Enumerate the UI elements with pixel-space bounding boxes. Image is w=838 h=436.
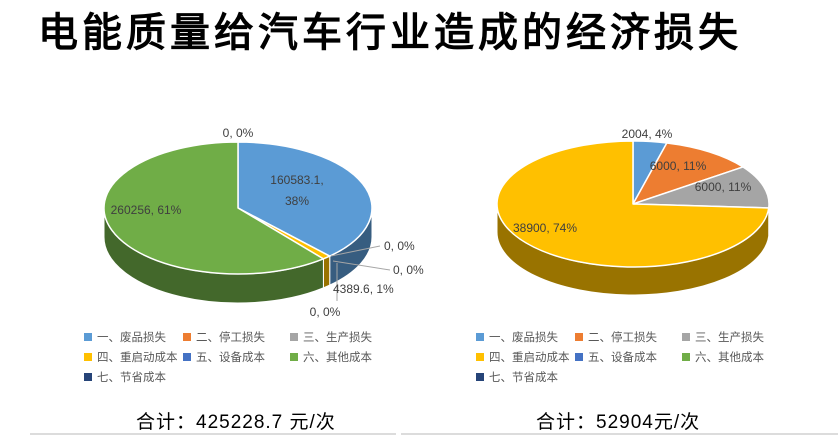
legend-marker-icon [183,353,191,361]
legend-label: 五、设备成本 [196,352,265,364]
legend-marker-icon [575,353,583,361]
legend-item: 一、废品损失 [84,329,183,345]
legend-label: 二、停工损失 [588,332,657,344]
data-label: 0, 0% [223,126,254,140]
data-label: 260256, 61% [111,203,182,217]
legend-label: 七、节省成本 [97,372,166,384]
data-label: 0, 0% [384,239,415,253]
data-label: 0, 0% [393,263,424,277]
leader-line [330,245,381,257]
legend-label: 三、生产损失 [303,332,372,344]
legend-row: 四、重启动成本 五、设备成本 六、其他成本 [84,347,372,367]
legend-right: 一、废品损失 二、停工损失 三、生产损失四、重启动成本 五、设备成本 六、其他成本七、节… [476,327,764,387]
legend-item: 五、设备成本 [183,349,290,365]
legend-item: 一、废品损失 [476,329,575,345]
total-right: 合计：52904元/次 [536,412,701,433]
legend-row: 一、废品损失 二、停工损失 三、生产损失 [84,327,372,347]
legend-marker-icon [682,353,690,361]
pie-slice-0 [237,141,373,257]
legend-item: 五、设备成本 [575,349,682,365]
legend-item: 六、其他成本 [682,349,764,365]
pie-slice-2 [632,166,770,209]
legend-label: 六、其他成本 [303,352,372,364]
bottom-border-right [401,433,838,435]
legend-label: 七、节省成本 [489,372,558,384]
legend-label: 四、重启动成本 [489,352,570,364]
legend-item: 二、停工损失 [575,329,682,345]
legend-item: 三、生产损失 [290,329,372,345]
legend-marker-icon [84,353,92,361]
data-label: 0, 0% [310,305,341,319]
legend-marker-icon [290,353,298,361]
legend-marker-icon [290,333,298,341]
pie-chart-left: 160583.1, 38% 0, 0% 0, 0% 4389.6, 1% 0, 0% 260… [103,126,424,319]
legend-row: 一、废品损失 二、停工损失 三、生产损失 [476,327,764,347]
legend-marker-icon [476,373,484,381]
legend-left: 一、废品损失 二、停工损失 三、生产损失四、重启动成本 五、设备成本 六、其他成本七、节… [84,327,372,387]
data-label: 6000, 11% [695,180,752,194]
legend-item: 七、节省成本 [84,369,166,385]
legend-label: 一、废品损失 [489,332,558,344]
pie-slice-1 [632,142,744,205]
legend-item: 三、生产损失 [682,329,764,345]
legend-marker-icon [476,353,484,361]
data-label: 38900, 74% [513,221,577,235]
legend-label: 六、其他成本 [695,352,764,364]
legend-item: 二、停工损失 [183,329,290,345]
legend-label: 一、废品损失 [97,332,166,344]
legend-item: 六、其他成本 [290,349,372,365]
page-title: 电能质量给汽车行业造成的经济损失 [38,11,742,55]
data-label: 2004, 4% [622,127,673,141]
legend-item: 七、节省成本 [476,369,558,385]
legend-marker-icon [575,333,583,341]
bottom-border-left [30,433,396,435]
legend-label: 四、重启动成本 [97,352,178,364]
legend-marker-icon [476,333,484,341]
legend-item: 四、重启动成本 [84,349,183,365]
pie-slice-5 [103,141,325,275]
legend-label: 五、设备成本 [588,352,657,364]
legend-label: 三、生产损失 [695,332,764,344]
legend-marker-icon [183,333,191,341]
pie-slice-side-3 [322,255,331,289]
data-label: 160583.1, 38% [270,173,323,208]
legend-label: 二、停工损失 [196,332,265,344]
legend-row: 四、重启动成本 五、设备成本 六、其他成本 [476,347,764,367]
legend-marker-icon [84,333,92,341]
legend-row: 七、节省成本 [476,367,764,387]
total-left: 合计：425228.7 元/次 [136,412,336,433]
legend-marker-icon [84,373,92,381]
legend-row: 七、节省成本 [84,367,372,387]
data-label: 6000, 11% [650,159,707,173]
legend-marker-icon [682,333,690,341]
leader-line [332,260,391,271]
data-label: 4389.6, 1% [333,282,394,296]
pie-slice-3 [496,140,770,268]
legend-item: 四、重启动成本 [476,349,575,365]
pie-chart-right: 2004, 4% 6000, 11% 6000, 11% 38900, 74% [496,127,770,296]
